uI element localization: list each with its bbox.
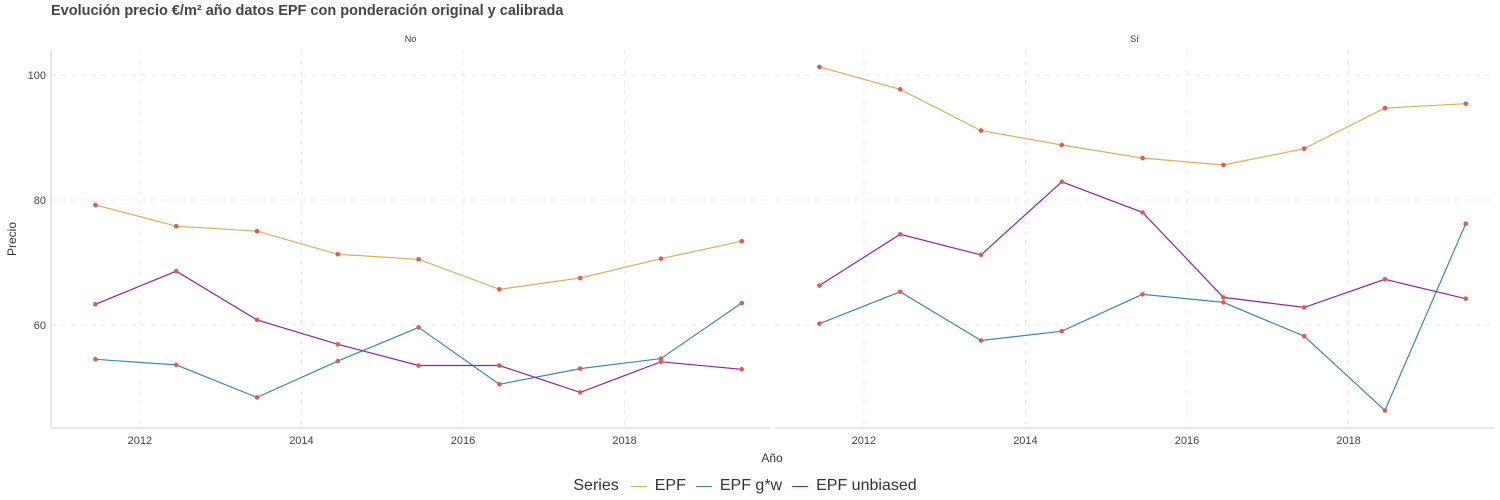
data-point [416, 363, 421, 368]
data-point [93, 202, 98, 208]
series-line [95, 302, 743, 399]
x-tick-label: 2014 [289, 435, 313, 447]
y-axis-title: Precio [5, 222, 19, 256]
x-axis-title: Año [761, 451, 783, 465]
legend: Series EPF EPF g*w EPF unbiased [0, 474, 1500, 498]
data-point [1059, 328, 1065, 334]
data-point [897, 87, 903, 92]
data-point [173, 223, 179, 229]
data-point [658, 256, 664, 261]
data-point [254, 395, 260, 400]
data-point [93, 356, 98, 362]
x-tick-label: 2016 [1175, 435, 1199, 447]
chart-title: Evolución precio €/m² año datos EPF con … [51, 3, 564, 19]
x-tick-label: 2016 [451, 435, 475, 447]
x-tick-label: 2012 [852, 435, 876, 447]
data-point [978, 338, 984, 343]
y-tick-label: 80 [34, 195, 46, 207]
legend-item-epf: EPF [630, 477, 686, 495]
x-tick-label: 2018 [612, 435, 636, 447]
data-point [93, 301, 98, 307]
data-point [1059, 179, 1065, 185]
data-point [897, 289, 903, 295]
legend-label-epf-unbiased: EPF unbiased [816, 477, 917, 494]
data-point [1463, 221, 1469, 226]
data-point [1382, 276, 1388, 282]
data-point [497, 381, 502, 387]
data-point [1140, 210, 1145, 215]
data-point [1301, 146, 1307, 152]
data-point [1140, 291, 1145, 297]
data-point [658, 359, 664, 365]
data-point [817, 321, 822, 326]
data-point [577, 366, 583, 371]
data-point [1382, 408, 1388, 413]
data-point [497, 286, 502, 292]
legend-item-epf-unbiased: EPF unbiased [792, 477, 917, 495]
data-point [577, 390, 583, 395]
data-point [173, 268, 179, 274]
data-point [1463, 101, 1469, 107]
data-point [416, 257, 421, 262]
series-line [95, 270, 742, 394]
series-line [819, 223, 1467, 412]
data-point [1221, 162, 1226, 168]
data-point [1382, 105, 1388, 111]
series-line [819, 66, 1466, 166]
data-point [817, 64, 822, 70]
data-point [739, 366, 745, 372]
data-point [1301, 333, 1307, 339]
data-point [1221, 300, 1226, 305]
data-point [335, 252, 341, 257]
legend-label-epf-gw: EPF g*w [719, 477, 783, 494]
data-point [335, 341, 341, 347]
legend-title: Series [573, 477, 619, 494]
legend-swatch-epf-unbiased [792, 485, 809, 487]
legend-item-epf-gw: EPF g*w [695, 477, 783, 495]
legend-swatch-epf [630, 485, 647, 487]
data-point [416, 325, 421, 330]
data-point [335, 358, 341, 364]
data-point [497, 363, 502, 368]
legend-label-epf: EPF [654, 477, 686, 494]
data-point [254, 317, 260, 323]
series-line [819, 181, 1466, 309]
data-point [739, 300, 745, 306]
y-tick-label: 100 [28, 70, 46, 82]
facet-label: No [405, 34, 417, 44]
x-tick-label: 2012 [128, 435, 152, 447]
data-point [173, 362, 179, 368]
data-point [577, 275, 583, 281]
x-tick-label: 2014 [1013, 435, 1037, 447]
data-point [978, 252, 984, 258]
data-point [1221, 295, 1226, 300]
data-point [978, 128, 984, 133]
legend-swatch-epf-gw [695, 485, 712, 487]
data-point [1301, 305, 1307, 310]
data-point [817, 283, 822, 288]
data-point [1140, 155, 1145, 161]
x-tick-label: 2018 [1336, 435, 1360, 447]
data-point [1059, 142, 1065, 148]
series-line [95, 204, 742, 290]
data-point [739, 238, 745, 244]
y-tick-label: 60 [34, 320, 46, 332]
data-point [1463, 296, 1469, 301]
data-point [897, 232, 903, 237]
data-point [254, 228, 260, 234]
facet-label: Sí [1130, 34, 1139, 44]
